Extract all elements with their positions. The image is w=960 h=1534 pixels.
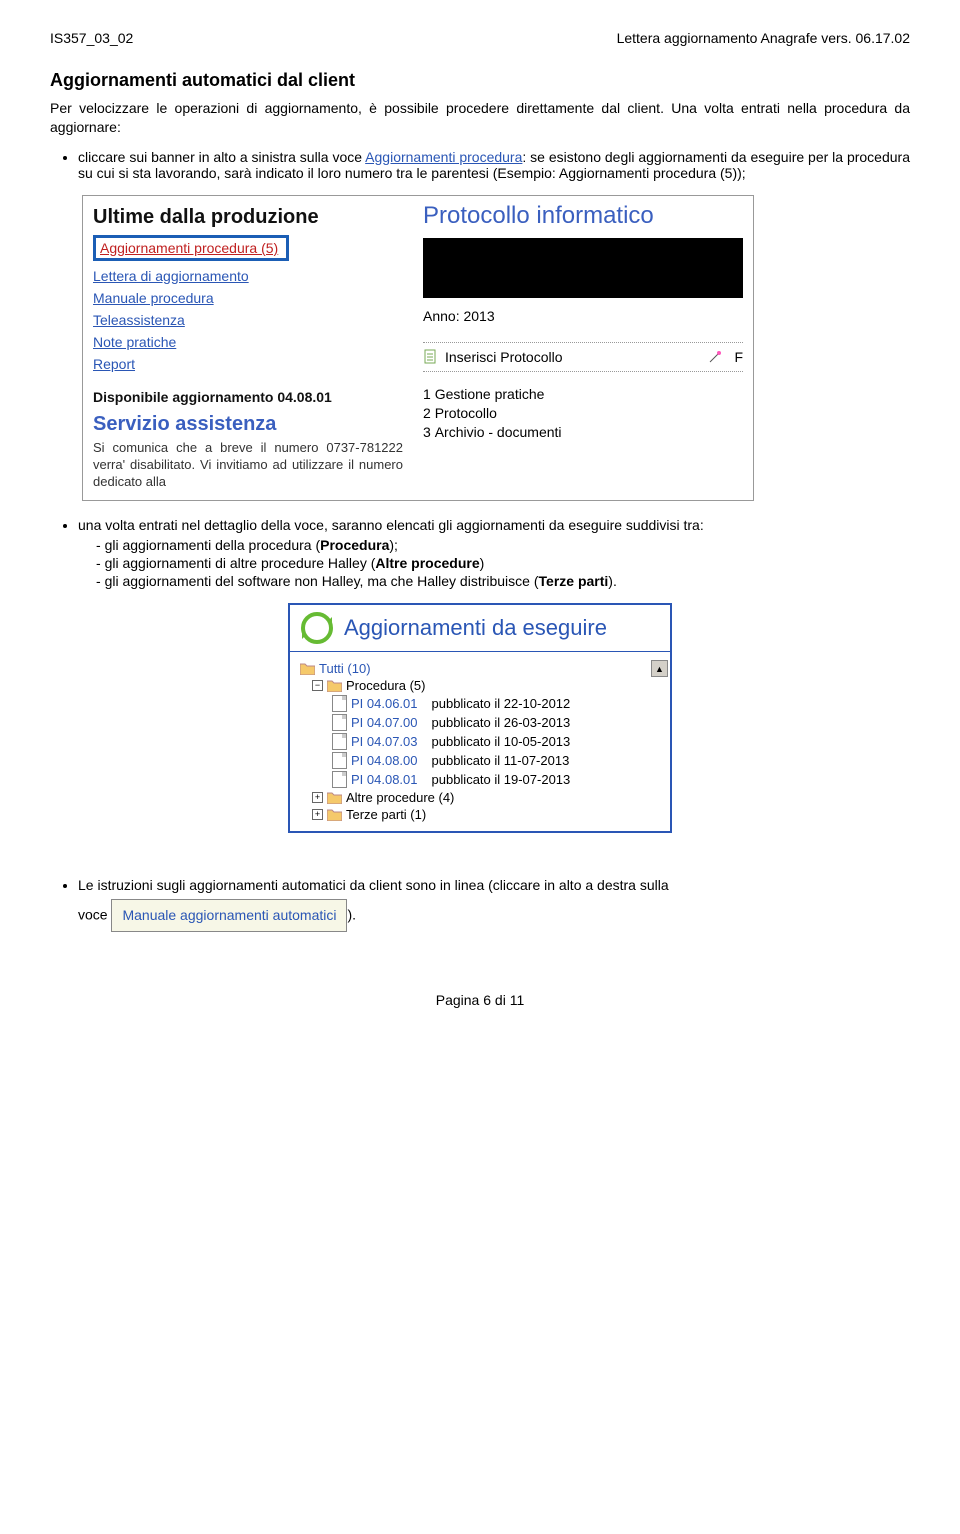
tree-node-procedura[interactable]: − Procedura (5) xyxy=(312,677,664,694)
panel-title: Aggiornamenti da eseguire xyxy=(344,615,607,641)
tree-file[interactable]: PI 04.08.01pubblicato il 19-07-2013 xyxy=(332,770,664,789)
link-teleassistenza[interactable]: Teleassistenza xyxy=(93,309,403,331)
tree-node-altre[interactable]: + Altre procedure (4) xyxy=(312,789,664,806)
dash-item: gli aggiornamenti del software non Halle… xyxy=(96,573,910,589)
inserisci-row[interactable]: Inserisci Protocollo F xyxy=(423,342,743,372)
numlist-row[interactable]: 1 Gestione pratiche xyxy=(423,386,743,402)
scroll-up-button[interactable]: ▲ xyxy=(651,660,668,677)
screenshot-ultime-produzione: Ultime dalla produzione Aggiornamenti pr… xyxy=(82,195,754,502)
tree-file[interactable]: PI 04.07.00pubblicato il 26-03-2013 xyxy=(332,713,664,732)
refresh-icon xyxy=(300,611,334,645)
bullet-item: una volta entrati nel dettaglio della vo… xyxy=(78,517,910,589)
link-lettera[interactable]: Lettera di aggiornamento xyxy=(93,265,403,287)
link-aggiornamenti-procedura: Aggiornamenti procedura xyxy=(365,149,522,165)
folder-icon xyxy=(300,662,315,675)
service-text: Si comunica che a breve il numero 0737-7… xyxy=(93,440,403,491)
dash-item: gli aggiornamenti della procedura (Proce… xyxy=(96,537,910,553)
left-panel: Ultime dalla produzione Aggiornamenti pr… xyxy=(83,196,413,501)
right-panel: Protocollo informatico Anno: 2013 Inseri… xyxy=(413,196,753,501)
anno-row: Anno: 2013 xyxy=(423,308,743,324)
link-aggiornamenti-procedura-5[interactable]: Aggiornamenti procedura (5) xyxy=(100,240,278,256)
redacted-block xyxy=(423,238,743,298)
right-panel-title: Protocollo informatico xyxy=(423,202,743,230)
file-icon xyxy=(332,733,347,750)
service-title: Servizio assistenza xyxy=(93,413,403,436)
folder-icon xyxy=(327,679,342,692)
numlist-row[interactable]: 2 Protocollo xyxy=(423,405,743,421)
highlighted-link-box: Aggiornamenti procedura (5) xyxy=(93,235,289,261)
document-add-icon xyxy=(423,349,439,365)
file-icon xyxy=(332,714,347,731)
link-manuale[interactable]: Manuale procedura xyxy=(93,287,403,309)
bullet-item: cliccare sui banner in alto a sinistra s… xyxy=(78,149,910,181)
intro-paragraph: Per velocizzare le operazioni di aggiorn… xyxy=(50,99,910,137)
tree-root[interactable]: Tutti (10) xyxy=(300,660,664,677)
letter-f: F xyxy=(734,349,743,365)
update-available-text: Disponibile aggiornamento 04.08.01 xyxy=(93,389,403,405)
tree-file[interactable]: PI 04.08.00pubblicato il 11-07-2013 xyxy=(332,751,664,770)
wand-icon xyxy=(708,350,722,364)
doc-title: Lettera aggiornamento Anagrafe vers. 06.… xyxy=(617,30,910,46)
left-panel-title: Ultime dalla produzione xyxy=(93,206,403,229)
panel-header: Aggiornamenti da eseguire xyxy=(290,605,670,652)
screenshot-aggiornamenti-eseguire: Aggiornamenti da eseguire ▲ Tutti (10) −… xyxy=(288,603,672,833)
expand-icon[interactable]: + xyxy=(312,792,323,803)
expand-icon[interactable]: + xyxy=(312,809,323,820)
file-icon xyxy=(332,695,347,712)
manual-button[interactable]: Manuale aggiornamenti automatici xyxy=(111,899,347,932)
numbered-list: 1 Gestione pratiche 2 Protocollo 3 Archi… xyxy=(423,386,743,440)
tree-node-terze[interactable]: + Terze parti (1) xyxy=(312,806,664,823)
section-title: Aggiornamenti automatici dal client xyxy=(50,70,910,91)
folder-icon xyxy=(327,791,342,804)
bullet-item: Le istruzioni sugli aggiornamenti automa… xyxy=(78,873,910,931)
file-icon xyxy=(332,752,347,769)
collapse-icon[interactable]: − xyxy=(312,680,323,691)
tree-body: ▲ Tutti (10) − Procedura (5) PI 04.06.01… xyxy=(290,652,670,831)
doc-code: IS357_03_02 xyxy=(50,30,133,46)
folder-icon xyxy=(327,808,342,821)
page-header: IS357_03_02 Lettera aggiornamento Anagra… xyxy=(50,30,910,46)
link-report[interactable]: Report xyxy=(93,353,403,375)
numlist-row[interactable]: 3 Archivio - documenti xyxy=(423,424,743,440)
tree-file[interactable]: PI 04.07.03pubblicato il 10-05-2013 xyxy=(332,732,664,751)
link-note[interactable]: Note pratiche xyxy=(93,331,403,353)
page-footer: Pagina 6 di 11 xyxy=(50,992,910,1008)
file-icon xyxy=(332,771,347,788)
tree-file[interactable]: PI 04.06.01pubblicato il 22-10-2012 xyxy=(332,694,664,713)
dash-item: gli aggiornamenti di altre procedure Hal… xyxy=(96,555,910,571)
